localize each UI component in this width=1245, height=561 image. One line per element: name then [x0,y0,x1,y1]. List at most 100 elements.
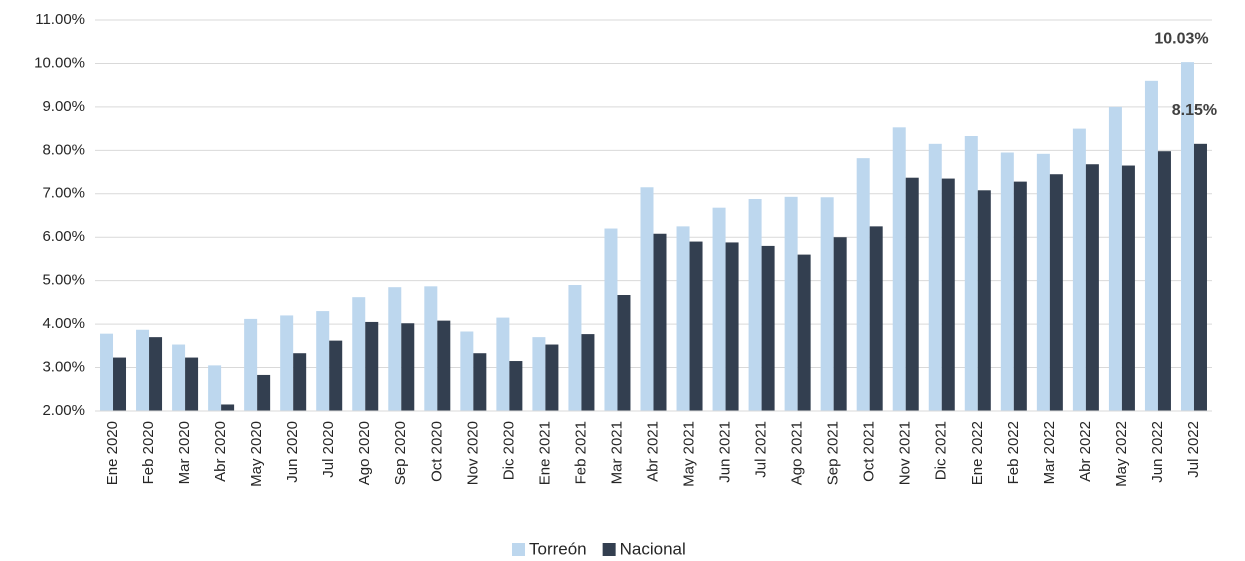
bar [689,241,703,411]
bar [1072,128,1086,411]
bar [136,329,150,411]
bar [532,337,546,411]
x-tick-label: Sep 2021 [825,421,842,485]
x-tick-label: Oct 2021 [861,421,878,482]
bar [1049,174,1063,411]
bar [928,143,942,412]
x-tick-label: May 2021 [681,421,698,487]
bar [365,321,379,411]
y-tick-label: 7.00% [42,185,85,202]
bar [725,242,739,411]
bar [1157,151,1171,412]
y-tick-label: 2.00% [42,402,85,419]
bar [964,135,978,411]
bar [545,344,559,411]
bar [640,187,654,411]
x-tick-label: Sep 2020 [392,421,409,485]
bar [653,233,667,411]
bar [833,237,847,411]
x-tick-label: Dic 2020 [500,421,517,480]
x-tick-label: Abr 2020 [212,421,229,482]
bar [797,254,811,411]
bar [437,320,451,411]
x-tick-label: Mar 2021 [608,421,625,484]
data-label: 10.03% [1154,30,1208,47]
bar [604,228,618,411]
legend-swatch [512,543,525,556]
bar [581,334,595,411]
bar [941,178,955,411]
x-tick-label: Ene 2020 [104,421,121,485]
x-tick-label: Dic 2021 [933,421,950,480]
legend-swatch [602,543,616,556]
bar [1085,164,1099,411]
bar [1121,165,1135,411]
bar [460,331,474,411]
bar [892,127,906,412]
x-tick-label: Feb 2022 [1005,421,1022,484]
x-tick-label: Nov 2021 [897,421,914,485]
x-tick-label: Feb 2021 [572,421,589,484]
x-tick-label: Jul 2022 [1185,421,1202,478]
x-tick-label: Jul 2021 [753,421,770,478]
bar [1000,152,1014,411]
bar [316,311,330,411]
y-tick-label: 11.00% [35,11,85,28]
bar [712,207,726,411]
x-tick-label: Ene 2021 [536,421,553,485]
x-tick-label: Ene 2022 [969,421,986,485]
bar [221,404,235,411]
bar [568,285,582,411]
y-tick-label: 6.00% [42,228,85,245]
bar [100,333,114,411]
bar [329,340,343,411]
bar [617,295,631,411]
bar [761,245,775,411]
y-tick-label: 3.00% [42,359,85,376]
bar [244,318,258,411]
bar [257,374,271,411]
y-tick-label: 4.00% [42,315,85,332]
x-tick-label: May 2022 [1113,421,1130,487]
legend-label: Nacional [620,539,686,558]
bar [172,344,186,411]
x-tick-label: Abr 2021 [644,421,661,482]
bar [1144,80,1158,412]
x-tick-label: Mar 2022 [1041,421,1058,484]
x-tick-label: Feb 2020 [140,421,157,484]
bar [185,357,199,411]
bar [820,197,834,411]
bar [509,361,523,411]
x-tick-label: Jun 2021 [717,421,734,483]
y-tick-label: 9.00% [42,98,85,115]
bar [856,158,870,411]
x-tick-label: Oct 2020 [428,421,445,482]
x-tick-label: Mar 2020 [176,421,193,484]
bar [149,337,163,411]
x-tick-label: Nov 2020 [464,421,481,485]
x-tick-label: Ago 2021 [789,421,806,485]
x-tick-label: Ago 2020 [356,421,373,485]
bar [784,196,798,411]
bar [1193,143,1207,412]
bar [473,353,487,411]
y-tick-label: 5.00% [42,272,85,289]
bar [352,297,366,411]
bar [388,287,402,411]
bar [424,286,438,411]
bar [869,226,883,411]
bar [977,190,991,411]
bar [280,315,294,411]
bar [113,357,127,411]
y-tick-label: 8.00% [42,141,85,158]
bar [1013,181,1027,411]
x-tick-label: Jun 2020 [284,421,301,483]
bar [1108,106,1122,411]
bar [401,323,415,411]
x-tick-label: May 2020 [248,421,265,487]
bar [1180,62,1194,411]
bar [293,353,307,411]
bar [1036,153,1050,411]
bar [208,365,222,411]
